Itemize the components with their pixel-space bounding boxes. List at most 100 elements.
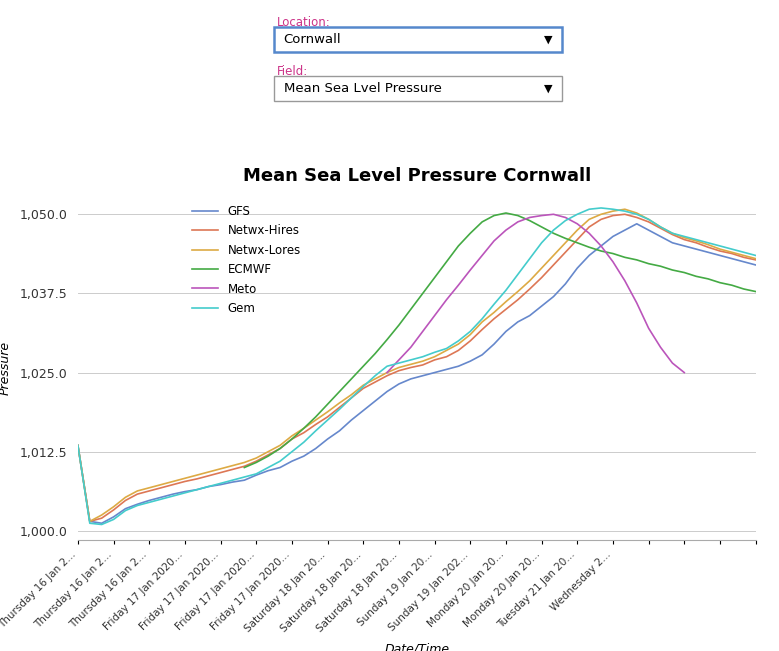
ECMWF bbox=[418, 290, 428, 298]
Meto bbox=[501, 226, 510, 234]
Netwx-Lores bbox=[620, 205, 629, 213]
Text: Field:: Field: bbox=[277, 65, 308, 78]
ECMWF bbox=[608, 249, 618, 257]
Y-axis label: Pressure: Pressure bbox=[0, 340, 11, 395]
ECMWF bbox=[679, 269, 689, 277]
Netwx-Hires bbox=[240, 462, 249, 470]
ECMWF bbox=[584, 243, 594, 251]
Netwx-Hires bbox=[252, 457, 261, 465]
Gem bbox=[584, 205, 594, 213]
ECMWF bbox=[632, 256, 641, 264]
Meto bbox=[418, 327, 428, 335]
ECMWF bbox=[263, 452, 273, 460]
GFS bbox=[751, 261, 760, 269]
Meto bbox=[537, 212, 546, 219]
ECMWF bbox=[739, 285, 749, 293]
GFS bbox=[727, 255, 736, 262]
Meto bbox=[573, 220, 582, 228]
Gem bbox=[97, 521, 107, 529]
Gem bbox=[252, 470, 261, 478]
Meto bbox=[453, 281, 463, 289]
GFS bbox=[73, 441, 83, 449]
ECMWF bbox=[453, 242, 463, 250]
ECMWF bbox=[715, 279, 724, 286]
ECMWF bbox=[501, 209, 510, 217]
Meto bbox=[394, 356, 404, 364]
ECMWF bbox=[347, 375, 356, 383]
Netwx-Lores bbox=[252, 454, 261, 462]
Netwx-Hires bbox=[584, 223, 594, 231]
ECMWF bbox=[489, 212, 499, 219]
ECMWF bbox=[727, 281, 736, 289]
Meto bbox=[632, 299, 641, 307]
Netwx-Hires bbox=[537, 273, 546, 281]
Netwx-Lores bbox=[727, 249, 736, 256]
ECMWF bbox=[442, 258, 451, 266]
Meto bbox=[406, 343, 415, 351]
ECMWF bbox=[323, 400, 333, 408]
Netwx-Lores bbox=[73, 441, 83, 449]
Text: ▼: ▼ bbox=[545, 35, 552, 45]
Meto bbox=[608, 258, 618, 266]
Gem bbox=[240, 473, 249, 481]
ECMWF bbox=[478, 218, 487, 226]
Netwx-Lores bbox=[85, 518, 94, 525]
ECMWF bbox=[275, 445, 284, 452]
ECMWF bbox=[394, 321, 404, 329]
Netwx-Lores bbox=[668, 229, 677, 237]
Gem bbox=[668, 229, 677, 237]
Text: Cornwall: Cornwall bbox=[284, 33, 341, 46]
ECMWF bbox=[656, 262, 665, 270]
ECMWF bbox=[430, 273, 439, 281]
ECMWF bbox=[335, 387, 344, 395]
Line: GFS: GFS bbox=[78, 224, 756, 523]
ECMWF bbox=[537, 223, 546, 231]
ECMWF bbox=[597, 247, 606, 255]
Meto bbox=[656, 343, 665, 351]
ECMWF bbox=[620, 253, 629, 261]
GFS bbox=[584, 251, 594, 259]
GFS bbox=[97, 519, 107, 527]
ECMWF bbox=[382, 336, 392, 344]
Line: Netwx-Hires: Netwx-Hires bbox=[78, 214, 756, 521]
Netwx-Lores bbox=[240, 458, 249, 466]
Netwx-Lores bbox=[751, 255, 760, 262]
Meto bbox=[489, 237, 499, 245]
Meto bbox=[430, 312, 439, 320]
Meto bbox=[382, 368, 392, 376]
ECMWF bbox=[751, 288, 760, 296]
ECMWF bbox=[371, 350, 380, 357]
Gem bbox=[537, 239, 546, 247]
Netwx-Hires bbox=[668, 230, 677, 238]
GFS bbox=[240, 477, 249, 484]
Title: Mean Sea Level Pressure Cornwall: Mean Sea Level Pressure Cornwall bbox=[242, 167, 591, 186]
Meto bbox=[620, 277, 629, 284]
Meto bbox=[442, 296, 451, 303]
FancyBboxPatch shape bbox=[274, 76, 562, 101]
ECMWF bbox=[311, 413, 320, 421]
Meto bbox=[478, 251, 487, 259]
Meto bbox=[561, 214, 570, 221]
Line: Gem: Gem bbox=[78, 208, 756, 525]
FancyBboxPatch shape bbox=[274, 27, 562, 52]
ECMWF bbox=[240, 464, 249, 471]
ECMWF bbox=[692, 272, 701, 280]
Netwx-Lores bbox=[584, 215, 594, 223]
ECMWF bbox=[525, 217, 534, 225]
Line: Netwx-Lores: Netwx-Lores bbox=[78, 209, 756, 521]
Meto bbox=[466, 266, 475, 274]
Text: ▼: ▼ bbox=[545, 83, 552, 94]
ECMWF bbox=[252, 458, 261, 466]
X-axis label: Date/Time: Date/Time bbox=[384, 642, 449, 651]
ECMWF bbox=[299, 424, 308, 432]
Meto bbox=[679, 368, 689, 376]
Netwx-Hires bbox=[73, 441, 83, 449]
Meto bbox=[584, 229, 594, 237]
Meto bbox=[644, 324, 654, 332]
Netwx-Lores bbox=[537, 264, 546, 272]
Meto bbox=[525, 214, 534, 221]
Netwx-Hires bbox=[85, 518, 94, 525]
ECMWF bbox=[513, 212, 523, 219]
Line: Meto: Meto bbox=[387, 214, 684, 372]
Text: Mean Sea Lvel Pressure: Mean Sea Lvel Pressure bbox=[284, 82, 442, 95]
